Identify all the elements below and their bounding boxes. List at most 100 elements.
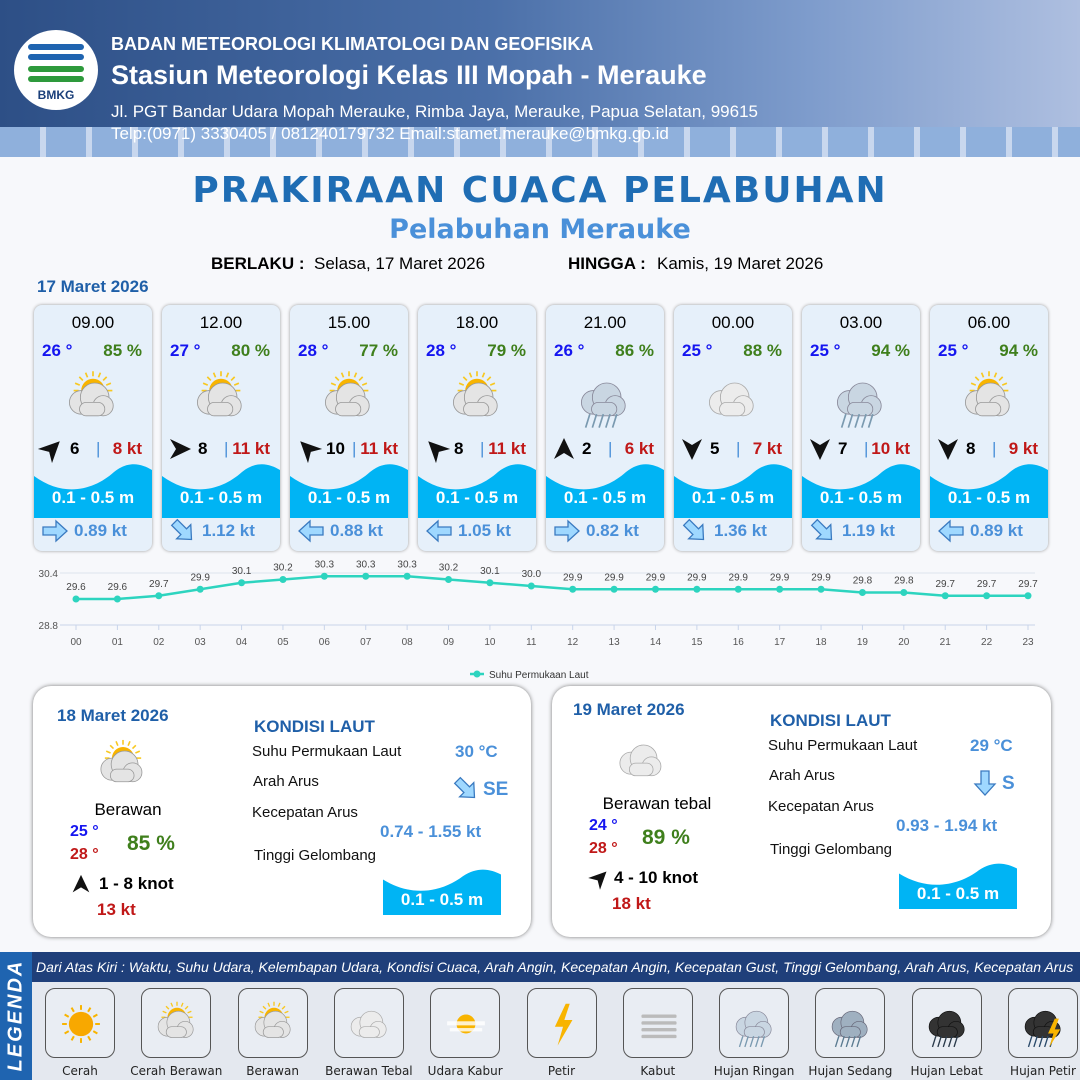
current-speed: 0.88 kt — [330, 521, 383, 540]
x-tick-label: 14 — [650, 637, 662, 648]
gust-speed: 18 kt — [612, 894, 651, 913]
data-point — [445, 576, 453, 583]
sst-label: Suhu Permukaan Laut — [252, 743, 402, 760]
temp-min: 24 ° — [589, 817, 618, 834]
agency-name: BADAN METEOROLOGI KLIMATOLOGI DAN GEOFIS… — [111, 34, 594, 54]
separator: | — [864, 439, 869, 458]
data-point — [941, 592, 949, 600]
bmkg-logo: BMKG — [14, 30, 98, 110]
day3-panel: 19 Maret 2026 Berawan tebal 24 ° 28 ° 89… — [552, 686, 1051, 937]
gust-speed: 11 kt — [360, 439, 398, 458]
legend-cerah-icon — [45, 988, 115, 1058]
data-point — [113, 595, 121, 603]
wind-speed-range: 4 - 10 knot — [614, 868, 699, 887]
humidity: 94 % — [871, 341, 910, 360]
wave-icon — [930, 460, 1048, 518]
sea-condition-title: KONDISI LAUT — [770, 711, 891, 730]
banner-decoration — [0, 127, 1080, 157]
legend-label: Hujan Lebat — [910, 1064, 983, 1078]
data-point — [900, 589, 908, 596]
day-date: 19 Maret 2026 — [573, 700, 685, 719]
x-tick-label: 09 — [443, 637, 455, 648]
data-label: 29.9 — [687, 572, 707, 583]
temp-max: 28 ° — [589, 840, 618, 857]
hourly-card: 12.00 27 ° 80 % 8 | 11 kt 0.1 - 0.5 m 1.… — [162, 305, 280, 551]
legend-side: LEGENDA — [0, 952, 32, 1080]
data-label: 29.6 — [108, 582, 128, 593]
current-direction-icon — [424, 519, 454, 543]
station-name: Stasiun Meteorologi Kelas III Mopah - Me… — [111, 60, 707, 90]
gust-speed: 13 kt — [97, 900, 136, 919]
wind-direction-icon — [37, 437, 64, 464]
air-temperature: 28 ° — [426, 341, 457, 360]
legend-marker — [473, 670, 481, 678]
wind-speed: 7 — [838, 439, 848, 458]
legend-label: Cerah — [62, 1064, 98, 1078]
humidity: 86 % — [615, 341, 654, 360]
data-label: 30.3 — [397, 560, 417, 570]
cerah-berawan-icon — [186, 367, 256, 431]
legend-label: Berawan — [246, 1064, 299, 1078]
x-tick-label: 20 — [898, 637, 910, 648]
separator: | — [608, 439, 613, 458]
data-point — [569, 585, 577, 593]
data-label: 30.3 — [315, 560, 335, 570]
data-label: 29.9 — [770, 572, 790, 583]
page-title: PRAKIRAAN CUACA PELABUHAN — [192, 170, 888, 211]
wind-direction-icon — [71, 874, 91, 894]
wave-height: 0.1 - 0.5 m — [179, 488, 263, 507]
current-speed: 1.12 kt — [202, 521, 255, 540]
current-direction-icon — [680, 518, 710, 543]
current-direction-label: Arah Arus — [253, 773, 319, 790]
current-speed: 0.82 kt — [586, 521, 639, 540]
data-label: 29.9 — [563, 572, 583, 583]
wind-speed: 8 — [198, 439, 208, 458]
berawan-tebal-icon — [610, 730, 674, 790]
wave-height: 0.1 - 0.5 m — [563, 488, 647, 507]
data-label: 30.1 — [480, 566, 500, 577]
wind-speed: 8 — [454, 439, 464, 458]
current-direction-icon — [168, 518, 198, 543]
humidity: 79 % — [487, 341, 526, 360]
y-tick-label: 28.8 — [39, 621, 59, 632]
x-tick-label: 01 — [112, 637, 124, 648]
legend-kabut-icon — [622, 988, 693, 1058]
legend-label: Udara Kabur — [427, 1064, 503, 1078]
valid-from-label: BERLAKU : — [211, 254, 305, 273]
wave-height: 0.1 - 0.5 m — [400, 890, 484, 909]
humidity: 77 % — [359, 341, 398, 360]
y-tick-label: 30.4 — [39, 569, 59, 580]
sst-value: 30 °C — [455, 742, 498, 761]
wind-speed: 6 — [70, 439, 80, 458]
data-label: 29.9 — [811, 572, 831, 583]
gust-speed: 10 kt — [871, 439, 910, 458]
data-label: 30.2 — [439, 563, 459, 574]
wind-direction-icon — [936, 437, 960, 461]
current-direction-label: Arah Arus — [769, 767, 835, 784]
data-point — [693, 585, 701, 593]
x-tick-label: 19 — [857, 637, 869, 648]
x-tick-label: 04 — [236, 637, 248, 648]
sst-chart: 30.4 28.8 29.6 00 29.6 01 29.7 02 29.9 03 30.1 04 30… — [39, 560, 1039, 681]
separator: | — [480, 439, 485, 458]
data-label: 29.9 — [729, 572, 749, 583]
data-label: 29.9 — [646, 572, 666, 583]
wind-direction-icon — [424, 437, 451, 464]
wave-icon — [162, 460, 280, 518]
hourly-card: 06.00 25 ° 94 % 8 | 9 kt 0.1 - 0.5 m 0.8… — [930, 305, 1048, 551]
wave-icon — [290, 460, 408, 518]
wind-speed: 10 — [326, 439, 345, 458]
data-label: 29.7 — [935, 579, 955, 590]
data-label: 29.7 — [149, 579, 169, 590]
cerah-berawan-icon — [954, 367, 1024, 431]
data-label: 29.7 — [977, 579, 997, 590]
current-speed: 0.89 kt — [970, 521, 1023, 540]
valid-from: Selasa, 17 Maret 2026 — [314, 254, 486, 273]
current-direction: SE — [483, 779, 509, 800]
current-speed: 1.36 kt — [714, 521, 767, 540]
legend-berawan-icon — [237, 988, 308, 1058]
berawan-tebal-icon — [698, 367, 768, 431]
data-point — [403, 572, 411, 580]
data-point — [486, 579, 494, 587]
humidity: 85 % — [103, 341, 142, 360]
